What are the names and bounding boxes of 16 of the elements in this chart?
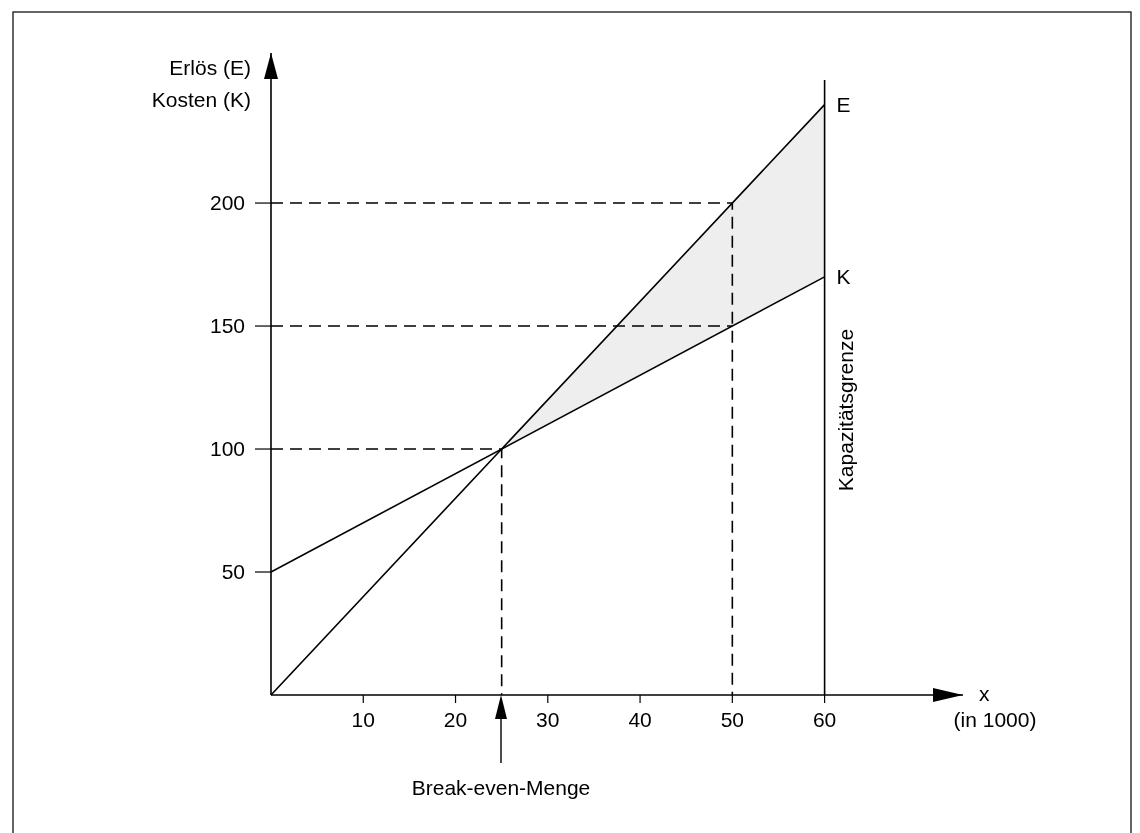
y-tick-label: 50 [221,560,245,584]
x-tick-label: 50 [720,708,745,731]
series-label: E [836,92,851,116]
x-tick-label: 20 [443,708,468,731]
x-tick-label: 30 [536,708,560,731]
y-tick-label: 150 [209,314,245,338]
y-axis-title: Erlös (E) Kosten (K) [151,56,251,111]
x-tick-label: 60 [812,708,837,731]
text: Break-even-Menge [411,776,591,799]
y-tick-label: 200 [209,191,245,215]
x-tick-label: 40 [628,708,652,731]
x-tick-label: 10 [351,708,375,731]
y-tick-label: 100 [209,437,245,461]
x-axis-title: x (in 1000) [953,682,1037,731]
series-label: K [836,264,851,288]
ref-line-label: Kapazitätsgrenze [833,328,857,492]
